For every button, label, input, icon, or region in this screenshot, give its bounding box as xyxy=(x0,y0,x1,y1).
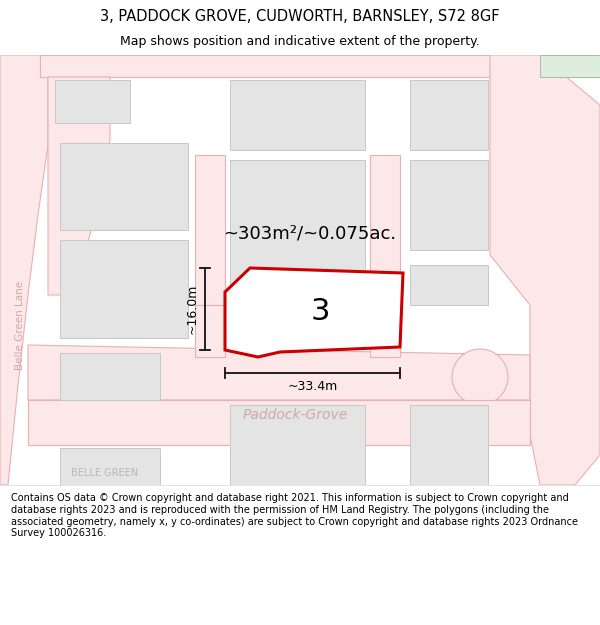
Text: ~16.0m: ~16.0m xyxy=(185,284,199,334)
Text: Map shows position and indicative extent of the property.: Map shows position and indicative extent… xyxy=(120,35,480,48)
Polygon shape xyxy=(410,405,488,485)
Polygon shape xyxy=(225,268,403,357)
Polygon shape xyxy=(60,353,160,400)
Text: BELLE GREEN: BELLE GREEN xyxy=(71,468,139,478)
Polygon shape xyxy=(230,80,365,150)
Text: Contains OS data © Crown copyright and database right 2021. This information is : Contains OS data © Crown copyright and d… xyxy=(11,493,578,538)
Polygon shape xyxy=(195,305,225,357)
Polygon shape xyxy=(60,448,160,485)
Text: Paddock-Grove: Paddock-Grove xyxy=(242,408,347,422)
Polygon shape xyxy=(410,265,488,305)
Polygon shape xyxy=(540,55,600,77)
Polygon shape xyxy=(0,55,48,485)
Polygon shape xyxy=(230,405,365,485)
Polygon shape xyxy=(410,160,488,250)
Polygon shape xyxy=(48,77,110,295)
Polygon shape xyxy=(28,345,530,400)
Polygon shape xyxy=(410,80,488,150)
Polygon shape xyxy=(370,155,400,305)
Polygon shape xyxy=(195,155,225,305)
Circle shape xyxy=(452,349,508,405)
Polygon shape xyxy=(230,160,365,295)
Polygon shape xyxy=(490,55,600,485)
Polygon shape xyxy=(55,80,130,123)
Text: Belle Green Lane: Belle Green Lane xyxy=(15,281,25,369)
Polygon shape xyxy=(40,55,600,77)
Polygon shape xyxy=(370,305,400,357)
Polygon shape xyxy=(60,240,188,338)
Text: 3, PADDOCK GROVE, CUDWORTH, BARNSLEY, S72 8GF: 3, PADDOCK GROVE, CUDWORTH, BARNSLEY, S7… xyxy=(100,9,500,24)
Text: ~33.4m: ~33.4m xyxy=(287,381,338,394)
Polygon shape xyxy=(28,400,530,445)
Polygon shape xyxy=(60,143,188,230)
Text: ~303m²/~0.075ac.: ~303m²/~0.075ac. xyxy=(223,224,397,242)
Text: 3: 3 xyxy=(310,296,330,326)
